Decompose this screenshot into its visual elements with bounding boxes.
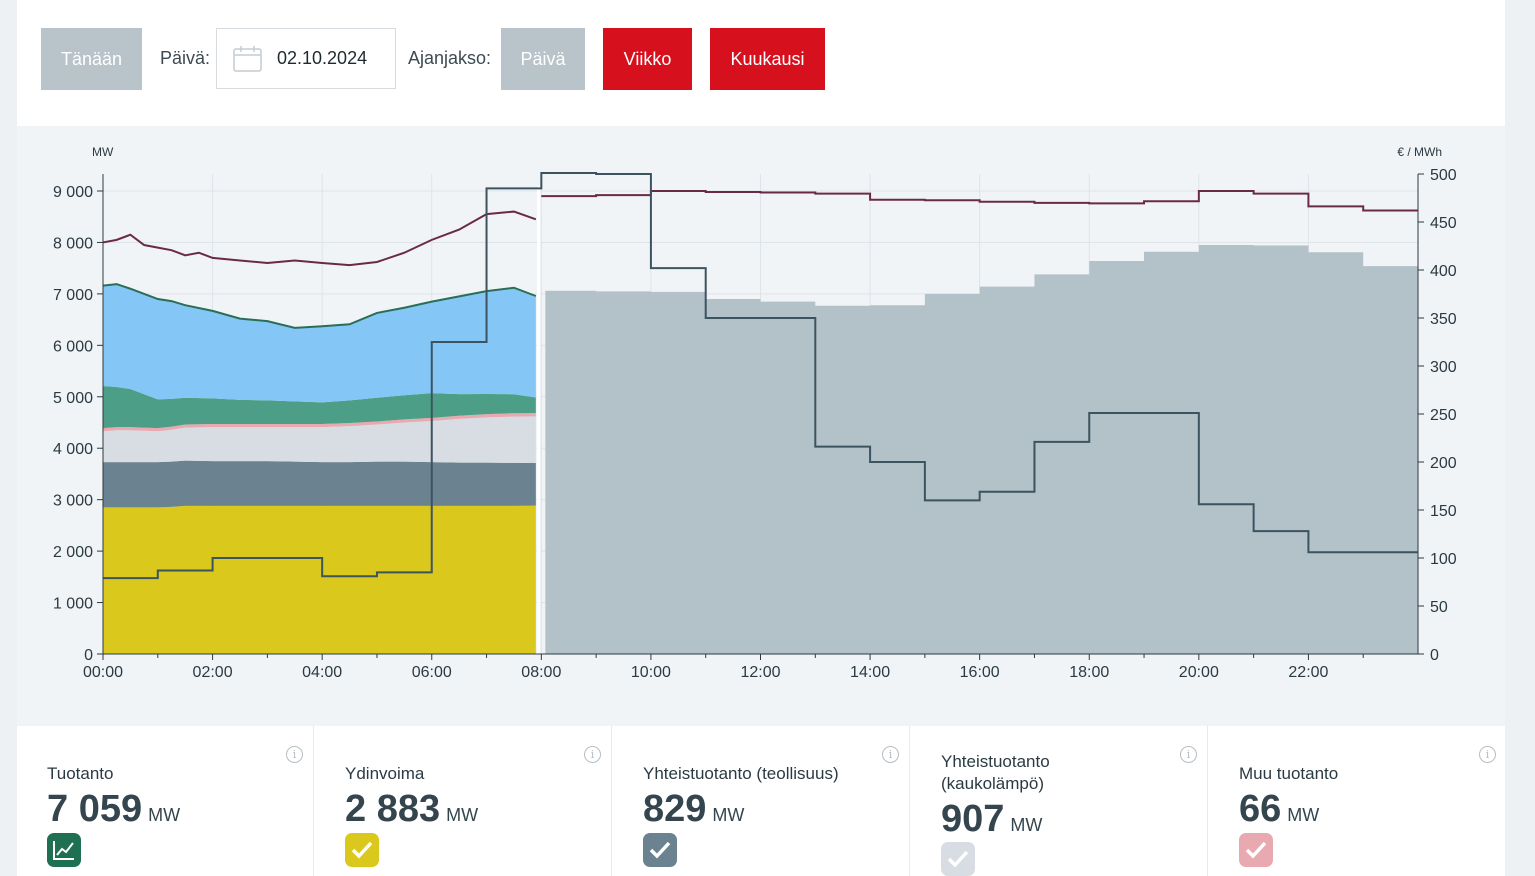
y-left-tick-label: 2 000 <box>53 544 93 561</box>
stat-value: 829 MW <box>643 788 744 831</box>
x-tick-label: 18:00 <box>1069 664 1109 681</box>
y-left-tick-label: 3 000 <box>53 493 93 510</box>
y-right-tick-label: 400 <box>1430 263 1457 280</box>
y-left-tick-label: 5 000 <box>53 390 93 407</box>
toolbar: Tänään Päivä: 02.10.2024 Ajanjakso: Päiv… <box>17 0 1505 126</box>
y-left-tick-label: 6 000 <box>53 338 93 355</box>
stat-title: Yhteistuotanto (kaukolämpö) <box>941 752 1050 793</box>
price-line <box>103 172 1418 580</box>
production-chart: 0 1 000 2 000 3 000 4 000 5 000 6 000 7 000 8 00… <box>17 126 1505 726</box>
x-tick-label: 10:00 <box>631 664 671 681</box>
area-nuclear <box>103 505 536 654</box>
stat-card-nuclear[interactable]: Ydinvoima 2 883 MW i <box>315 726 612 876</box>
info-icon[interactable]: i <box>882 746 899 763</box>
stat-unit: MW <box>1010 815 1043 835</box>
date-picker[interactable]: 02.10.2024 <box>216 28 396 89</box>
stat-number: 907 <box>941 798 1005 840</box>
x-tick-label: 16:00 <box>960 664 1000 681</box>
y-right-tick-label: 450 <box>1430 215 1457 232</box>
area-wind <box>103 284 536 403</box>
stat-unit: MW <box>446 805 479 825</box>
stat-title: Tuotanto <box>47 764 114 783</box>
stat-value: 66 MW <box>1239 788 1319 831</box>
y-right-tick-label: 100 <box>1430 551 1457 568</box>
date-label: Päivä: <box>160 48 211 68</box>
period-week-button[interactable]: Viikko <box>603 28 692 90</box>
production-total-line <box>102 283 537 329</box>
period-label: Ajanjakso: <box>408 48 492 68</box>
x-tick-label: 14:00 <box>850 664 890 681</box>
today-button[interactable]: Tänään <box>41 28 142 90</box>
consumption-forecast-line <box>541 190 1418 212</box>
info-icon[interactable]: i <box>1180 746 1197 763</box>
production-stack <box>102 186 541 654</box>
stat-cards: Tuotanto 7 059 MW i Ydinvoima 2 883 MW i Y… <box>17 726 1505 876</box>
info-icon[interactable]: i <box>584 746 601 763</box>
y-right-tick-label: 150 <box>1430 503 1457 520</box>
x-tick-label: 00:00 <box>83 664 123 681</box>
x-tick-label: 04:00 <box>302 664 342 681</box>
y-left-tick-label: 8 000 <box>53 235 93 252</box>
x-tick-label: 02:00 <box>193 664 233 681</box>
chart-lines <box>102 172 1418 580</box>
forecast-area <box>545 245 1418 654</box>
x-tick-label: 12:00 <box>740 664 780 681</box>
date-value: 02.10.2024 <box>277 48 368 68</box>
y-left-tick-label: 9 000 <box>53 184 93 201</box>
check-icon[interactable] <box>345 833 379 867</box>
stat-unit: MW <box>712 805 745 825</box>
y-left-tick-label: 7 000 <box>53 287 93 304</box>
stat-unit: MW <box>1287 805 1320 825</box>
period-month-button[interactable]: Kuukausi <box>710 28 825 90</box>
x-tick-label: 20:00 <box>1179 664 1219 681</box>
y-left-unit: MW <box>92 145 114 159</box>
stat-card-chp-industry[interactable]: Yhteistuotanto (teollisuus) 829 MW i <box>613 726 910 876</box>
y-right-tick-label: 50 <box>1430 599 1448 616</box>
stat-card-production[interactable]: Tuotanto 7 059 MW i <box>17 726 314 876</box>
y-right-tick-label: 500 <box>1430 167 1457 184</box>
x-tick-label: 06:00 <box>412 664 452 681</box>
y-right-unit: € / MWh <box>1397 145 1442 159</box>
x-tick-label: 08:00 <box>521 664 561 681</box>
stat-number: 2 883 <box>345 788 441 830</box>
stat-unit: MW <box>148 805 181 825</box>
y-right-tick-label: 250 <box>1430 407 1457 424</box>
y-right-tick-label: 0 <box>1430 647 1439 664</box>
stat-value: 2 883 MW <box>345 788 478 831</box>
chart-axes: 0 1 000 2 000 3 000 4 000 5 000 6 000 7 000 8 00… <box>53 145 1457 681</box>
check-icon[interactable] <box>1239 833 1273 867</box>
check-icon[interactable] <box>643 833 677 867</box>
consumption-line <box>102 210 537 267</box>
area-other <box>103 412 536 432</box>
stat-title: Muu tuotanto <box>1239 764 1339 783</box>
x-tick-label: 22:00 <box>1288 664 1328 681</box>
y-left-tick-label: 4 000 <box>53 441 93 458</box>
calendar-icon <box>233 46 262 72</box>
stat-number: 829 <box>643 788 707 830</box>
info-icon[interactable]: i <box>286 746 303 763</box>
forecast-area-shape <box>545 245 1418 654</box>
stat-number: 7 059 <box>47 788 143 830</box>
stat-value: 907 MW <box>941 798 1042 841</box>
stat-card-chp-district[interactable]: Yhteistuotanto (kaukolämpö) 907 MW i <box>911 726 1208 876</box>
stat-title: Ydinvoima <box>345 764 425 783</box>
period-day-button[interactable]: Päivä <box>501 28 585 90</box>
check-icon[interactable] <box>941 842 975 876</box>
y-right-tick-label: 350 <box>1430 311 1457 328</box>
area-hydro <box>103 385 536 429</box>
stat-number: 66 <box>1239 788 1282 830</box>
trend-chart-icon[interactable] <box>47 833 81 867</box>
y-left-tick-label: 0 <box>84 647 93 664</box>
info-icon[interactable]: i <box>1479 746 1496 763</box>
y-right-tick-label: 200 <box>1430 455 1457 472</box>
area-chp-district <box>103 416 536 464</box>
area-chp-industry <box>103 460 536 508</box>
y-left-tick-label: 1 000 <box>53 596 93 613</box>
y-right-tick-label: 300 <box>1430 359 1457 376</box>
chart-svg: 0 1 000 2 000 3 000 4 000 5 000 6 000 7 000 8 00… <box>53 145 1457 681</box>
stat-title: Yhteistuotanto (teollisuus) <box>643 764 839 783</box>
stat-card-other[interactable]: Muu tuotanto 66 MW i <box>1209 726 1506 876</box>
stat-value: 7 059 MW <box>47 788 180 831</box>
